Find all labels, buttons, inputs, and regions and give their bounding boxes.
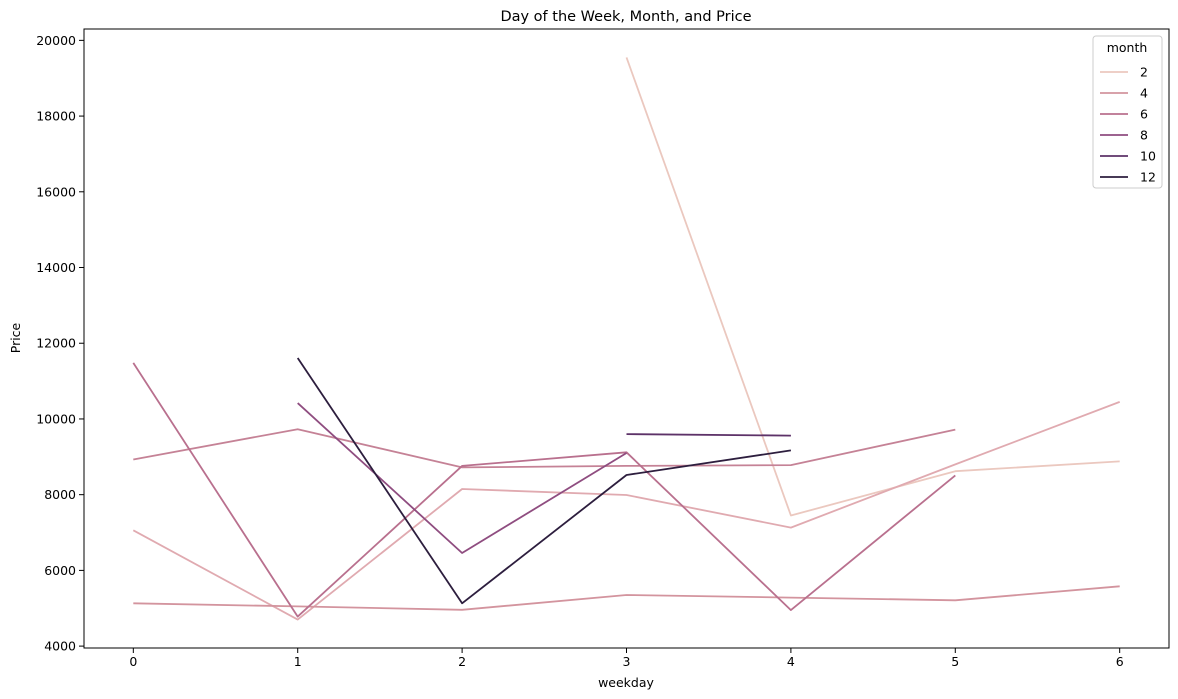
series-line-0 (625, 57, 1120, 517)
x-tick-label: 1 (294, 654, 302, 669)
legend-label: 6 (1140, 107, 1148, 122)
legend-label: 4 (1140, 86, 1148, 101)
y-tick-label: 14000 (36, 260, 76, 275)
x-tick-label: 0 (129, 654, 137, 669)
series-line-1 (132, 401, 1121, 621)
x-tick-label: 3 (623, 654, 631, 669)
series-line-5 (297, 402, 627, 554)
series-layer (132, 57, 1121, 621)
x-tick-label: 6 (1116, 654, 1124, 669)
series-line-4 (132, 362, 956, 618)
series-line-2 (133, 585, 1120, 611)
x-tick-label: 4 (787, 654, 795, 669)
y-tick-label: 10000 (36, 411, 76, 426)
x-tick-label: 2 (458, 654, 466, 669)
y-tick-label: 20000 (36, 33, 76, 48)
x-axis-ticks: 0 1 2 3 4 5 6 (129, 648, 1124, 669)
y-tick-label: 4000 (44, 639, 76, 654)
x-tick-label: 5 (951, 654, 959, 669)
y-tick-label: 18000 (36, 109, 76, 124)
plot-frame (83, 28, 1170, 649)
series-line-6 (626, 433, 791, 437)
legend-box (1092, 35, 1163, 189)
chart-title: Day of the Week, Month, and Price (500, 9, 751, 25)
y-tick-label: 8000 (44, 487, 76, 502)
series-line-3 (133, 428, 956, 469)
y-tick-label: 6000 (44, 563, 76, 578)
legend-label: 2 (1140, 65, 1148, 80)
legend-label: 8 (1140, 128, 1148, 143)
y-tick-label: 16000 (36, 184, 76, 199)
y-axis-ticks: 4000 6000 8000 10000 12000 14000 16000 18000 200… (36, 33, 84, 654)
legend-label: 12 (1140, 170, 1156, 185)
x-axis-label: weekday (598, 675, 654, 690)
y-tick-label: 12000 (36, 336, 76, 351)
legend-label: 10 (1140, 149, 1156, 164)
legend-entries: 2 4 6 8 10 12 (1100, 65, 1156, 185)
legend-title: month (1107, 40, 1148, 55)
y-axis-label: Price (8, 322, 23, 353)
series-line-7 (296, 357, 792, 605)
legend: month 2 4 6 8 10 12 (1092, 35, 1163, 189)
